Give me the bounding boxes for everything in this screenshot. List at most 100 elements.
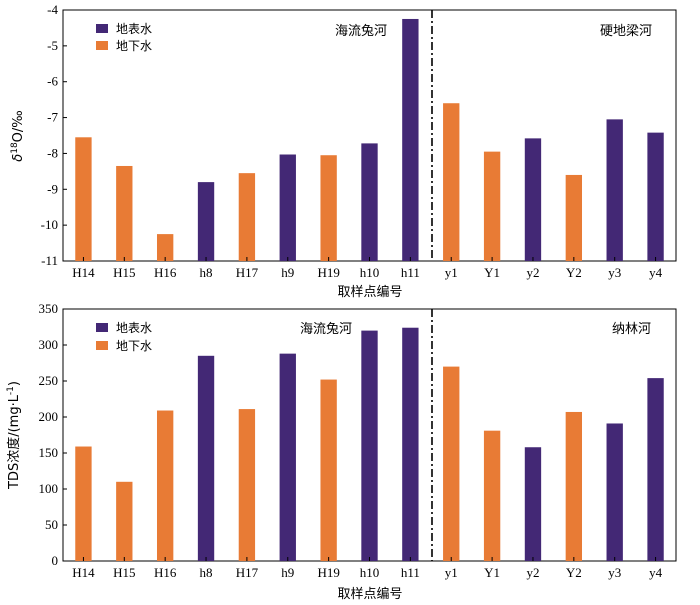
x-tick-label: H14 [72, 565, 95, 580]
y-tick-label: 150 [39, 445, 59, 460]
x-tick-label: Y2 [566, 565, 582, 580]
x-tick-label: y3 [608, 265, 621, 280]
y-tick-label: -8 [47, 145, 58, 160]
bar-y4 [647, 378, 664, 561]
x-tick-label: H15 [113, 565, 135, 580]
x-tick-label: Y2 [566, 265, 582, 280]
legend: 地表水 地下水 [96, 22, 152, 53]
panel-d18o: -11 -10 -9 -8 -7 -6 -5 -4 H14 H15 H16 h8 H17 h9 H19 h1… [10, 2, 677, 300]
bar-Y1 [483, 151, 501, 261]
bar-H19 [320, 155, 337, 261]
bar-h8 [197, 182, 215, 261]
legend-label-ground: 地下水 [116, 339, 152, 353]
y-tick-label: 200 [39, 409, 59, 424]
y-axis-title-suffix: ) [7, 381, 22, 386]
legend: 地表水 地下水 [96, 321, 152, 353]
x-tick-label: H19 [317, 265, 339, 280]
y-tick-label: 300 [39, 337, 59, 352]
bar-y1 [443, 366, 460, 561]
y-axis-title-sup: 18 [10, 142, 20, 154]
bar-H16 [156, 410, 174, 561]
x-axis-ticks: H14 H15 H16 h8 H17 h9 H19 h10 h11 y1 Y1 y2 Y2 y3 y4 [72, 257, 663, 280]
x-axis-ticks: H14 H15 H16 h8 H17 h9 H19 h10 h11 y1 Y1 y2 Y2 y3 y4 [72, 557, 663, 580]
x-tick-label: H16 [154, 565, 177, 580]
legend-label-surface: 地表水 [116, 22, 152, 36]
x-tick-label: h9 [281, 565, 294, 580]
x-axis-title: 取样点编号 [337, 587, 402, 602]
y-axis-title-suffix: O/‰ [11, 110, 26, 142]
y-tick-label: -7 [47, 110, 58, 125]
bar-group [75, 18, 664, 262]
x-tick-label: h8 [200, 265, 213, 280]
region-label-right: 纳林河 [612, 322, 651, 337]
x-tick-label: h8 [200, 565, 213, 580]
x-tick-label: y2 [526, 265, 539, 280]
y-tick-label: -5 [47, 38, 58, 53]
y-tick-label: 250 [39, 373, 59, 388]
y-tick-label: -4 [47, 2, 58, 17]
bar-H14 [75, 446, 92, 561]
bar-y2 [524, 138, 542, 261]
x-tick-label: Y1 [484, 265, 500, 280]
y-tick-label: -10 [41, 217, 58, 232]
x-tick-label: h10 [360, 565, 380, 580]
y-tick-label: -11 [41, 253, 58, 268]
y-tick-label: 350 [39, 301, 59, 316]
bar-H15 [116, 165, 133, 261]
bar-Y1 [483, 430, 501, 561]
bar-h11 [402, 327, 419, 561]
y-tick-label: -6 [47, 74, 58, 89]
bar-y4 [647, 132, 664, 261]
x-tick-label: Y1 [484, 565, 500, 580]
x-tick-label: h11 [401, 565, 420, 580]
legend-swatch-surface [96, 323, 108, 332]
panel-tds: 0 50 100 150 200 250 300 350 H14 H15 H16 h8 H17 h9 H1… [6, 301, 677, 602]
x-tick-label: y1 [445, 565, 458, 580]
x-tick-label: H14 [72, 265, 95, 280]
legend-label-surface: 地表水 [116, 321, 152, 335]
x-tick-label: H17 [236, 565, 259, 580]
legend-swatch-ground [96, 341, 108, 350]
bar-y3 [606, 423, 623, 561]
bar-H19 [320, 379, 337, 561]
bar-y3 [606, 119, 623, 261]
bar-Y2 [565, 174, 583, 261]
x-tick-label: y2 [526, 565, 539, 580]
x-tick-label: y4 [649, 565, 663, 580]
y-tick-label: 0 [52, 553, 59, 568]
legend-swatch-ground [96, 41, 108, 50]
y-axis-ticks: 0 50 100 150 200 250 300 350 [39, 301, 67, 568]
bar-h11 [402, 18, 419, 262]
bar-H14 [75, 137, 92, 261]
x-tick-label: h10 [360, 265, 380, 280]
x-tick-label: y1 [445, 265, 458, 280]
bar-y1 [443, 103, 460, 261]
region-label-left: 海流兔河 [335, 24, 387, 39]
region-label-right: 硬地梁河 [600, 24, 652, 39]
x-tick-label: h11 [401, 265, 420, 280]
y-axis-title: δ18O/‰ [10, 110, 26, 161]
y-tick-label: 100 [39, 481, 59, 496]
bar-H15 [116, 481, 133, 561]
bar-Y2 [565, 411, 583, 561]
bar-H17 [238, 409, 256, 561]
y-axis-ticks: -11 -10 -9 -8 -7 -6 -5 -4 [41, 2, 67, 268]
y-axis-title: TDS浓度/(mg·L-1) [6, 381, 22, 490]
x-tick-label: H16 [154, 265, 177, 280]
region-label-left: 海流兔河 [300, 322, 352, 337]
y-tick-label: 50 [45, 517, 58, 532]
y-tick-label: -9 [47, 181, 58, 196]
bar-h9 [279, 353, 296, 561]
x-tick-label: y4 [649, 265, 663, 280]
bar-H16 [156, 234, 174, 261]
bar-h10 [361, 330, 378, 561]
bar-h10 [361, 143, 378, 261]
y-axis-title-prefix: TDS浓度/(mg·L [6, 394, 22, 490]
bar-H17 [238, 173, 256, 261]
x-tick-label: H19 [317, 565, 339, 580]
legend-swatch-surface [96, 24, 108, 33]
bar-group [75, 327, 664, 561]
y-axis-title-sup: -1 [6, 386, 16, 395]
x-tick-label: h9 [281, 265, 294, 280]
